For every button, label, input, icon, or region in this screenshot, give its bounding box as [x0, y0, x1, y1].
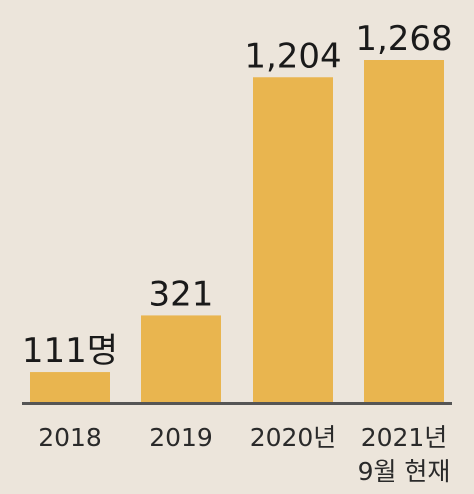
bar-3	[364, 60, 444, 402]
value-label-2: 1,204	[244, 36, 341, 76]
x-tick-label-0: 2018	[38, 423, 102, 452]
bar-1	[141, 315, 221, 402]
bars-group	[30, 60, 444, 402]
x-tick-sublabel-3: 9월 현재	[358, 457, 451, 486]
bar-0	[30, 372, 110, 402]
bar-2	[253, 77, 333, 402]
value-label-1: 321	[149, 274, 214, 314]
value-label-3: 1,268	[355, 19, 452, 59]
x-tick-label-1: 2019	[149, 423, 213, 452]
x-tick-label-2: 2020년	[250, 423, 337, 452]
x-tick-label-3: 2021년	[361, 423, 448, 452]
value-label-0: 111명	[22, 331, 118, 371]
value-labels-group: 111명 321 1,204 1,268	[22, 19, 453, 371]
x-tick-labels-group: 2018 2019 2020년 2021년 9월 현재	[38, 423, 450, 486]
